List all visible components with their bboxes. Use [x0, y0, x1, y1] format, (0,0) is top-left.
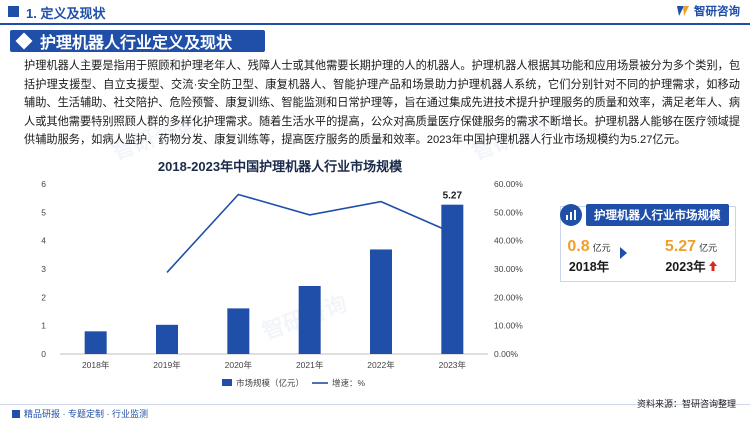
chart-icon: [560, 204, 582, 226]
y-left-tick-label: 1: [41, 321, 46, 331]
legend-bar-swatch: [222, 379, 232, 386]
section-heading: 1. 定义及现状: [26, 6, 106, 21]
y-right-tick-label: 30.00%: [494, 264, 523, 274]
section-marker-icon: [8, 6, 19, 17]
logo-text: 智研咨询: [694, 6, 740, 18]
page-title: 护理机器人行业定义及现状: [40, 35, 233, 52]
footer-tagline-text: 精品研报 · 专题定制 · 行业监测: [24, 409, 148, 419]
x-tick-label: 2018年: [82, 360, 110, 370]
brand-logo[interactable]: 智研咨询: [675, 3, 740, 19]
stat-end-unit: 亿元: [699, 243, 718, 253]
x-tick-label: 2022年: [367, 360, 395, 370]
arrow-right-icon: [620, 247, 627, 259]
stat-card-header: 护理机器人行业市场规模: [560, 204, 738, 226]
body-paragraph: 护理机器人主要是指用于照顾和护理老年人、残障人士或其他需要长期护理的人的机器人。…: [24, 60, 741, 147]
x-tick-label: 2023年: [439, 360, 467, 370]
y-left-tick-label: 3: [41, 264, 46, 274]
y-left-tick-label: 2: [41, 292, 46, 302]
footer-marker-icon: [12, 409, 20, 418]
source-note: 资料来源：智研咨询整理: [636, 399, 736, 409]
stat-card-heading: 护理机器人行业市场规模: [586, 204, 729, 226]
market-size-chart: 2018-2023年中国护理机器人行业市场规模 0 1 2 3 4 5 6 0.00% 10.0…: [0, 150, 560, 400]
stat-end-year: 2023年: [665, 260, 706, 274]
footer-divider: [0, 404, 750, 405]
diamond-icon: [15, 32, 33, 50]
y-right-tick-label: 40.00%: [494, 236, 523, 246]
bar: [298, 286, 321, 354]
chart-svg: 01234560.00%10.00%20.00%30.00%40.00%50.0…: [41, 179, 523, 388]
x-tick-label: 2021年: [296, 360, 324, 370]
stat-end-year-wrap: 2023年: [665, 256, 717, 275]
stat-start: 0.8 亿元 2018年: [564, 238, 614, 275]
bar: [84, 331, 107, 354]
data-label: 5.27: [443, 191, 463, 202]
y-right-tick-label: 60.00%: [494, 179, 523, 189]
bar: [156, 324, 178, 354]
stat-start-value: 0.8: [567, 238, 590, 255]
stat-end: 5.27 亿元 2023年: [660, 238, 722, 275]
x-tick-label: 2019年: [153, 360, 181, 370]
y-right-tick-label: 50.00%: [494, 207, 523, 217]
page-title-bar: 护理机器人行业定义及现状: [10, 30, 265, 52]
top-bar: 1. 定义及现状 智研咨询: [0, 0, 750, 24]
y-right-tick-label: 10.00%: [494, 321, 523, 331]
bar: [227, 308, 250, 354]
arrow-up-icon: [708, 260, 717, 271]
stat-end-value: 5.27: [664, 238, 697, 255]
y-left-tick-label: 0: [41, 349, 46, 359]
stat-start-unit: 亿元: [592, 243, 611, 253]
footer-tagline: 精品研报 · 专题定制 · 行业监测: [12, 407, 148, 420]
legend-bar-label: 市场规模（亿元）: [236, 378, 304, 388]
y-left-tick-label: 4: [41, 236, 46, 246]
y-left-tick-label: 5: [41, 207, 46, 217]
y-right-tick-label: 20.00%: [494, 292, 523, 302]
y-left-tick-label: 6: [41, 179, 46, 189]
growth-line: [166, 193, 453, 273]
legend-line-label: 增速：%: [332, 378, 366, 388]
x-tick-label: 2020年: [225, 360, 253, 370]
header-divider: [0, 23, 750, 25]
bar: [441, 204, 464, 354]
stat-start-year: 2018年: [568, 260, 610, 274]
y-right-tick-label: 0.00%: [494, 349, 519, 359]
logo-icon: [677, 6, 689, 16]
chart-title: 2018-2023年中国护理机器人行业市场规模: [157, 159, 403, 174]
bar: [370, 249, 392, 354]
